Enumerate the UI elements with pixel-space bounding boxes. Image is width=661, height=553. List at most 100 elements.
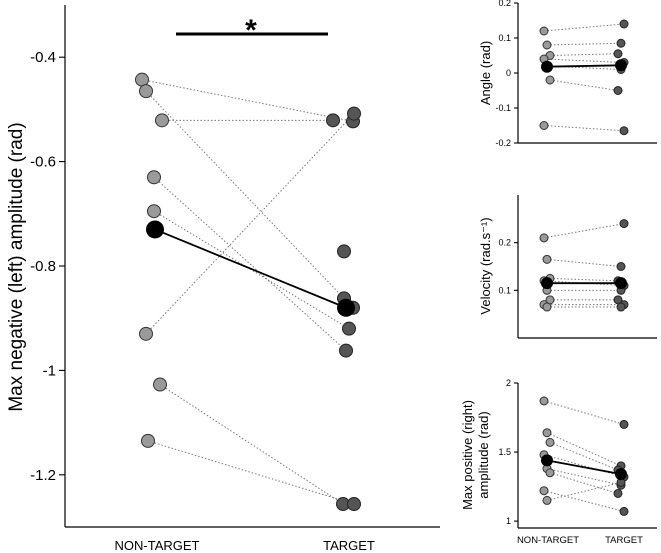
pair-connector: [543, 125, 625, 132]
pair-connector: [546, 468, 622, 486]
pair-connector: [546, 481, 622, 501]
angle-y-tick-label: 0: [506, 68, 511, 78]
significance-star: *: [245, 14, 257, 47]
mean-point-target: [337, 298, 355, 317]
non-target-point: [542, 495, 552, 505]
pair-connector: [543, 280, 625, 287]
target-point: [619, 19, 629, 29]
target-point: [326, 113, 340, 128]
velocity-y-tick-label: 0.2: [498, 238, 511, 248]
non-target-point: [539, 396, 549, 406]
target-point: [347, 497, 361, 512]
mean-line: [154, 228, 347, 309]
non-target-point: [542, 428, 552, 438]
main-y-axis-label: Max negative (left) amplitude (rad): [6, 122, 27, 411]
pair-connector: [549, 53, 619, 56]
mean-point-target: [615, 277, 627, 290]
pair-connector: [549, 441, 619, 471]
maxpos-y-tick-label: 2: [506, 378, 511, 388]
maxpos-y-tick-label: 1: [506, 516, 511, 526]
pair-connector: [147, 440, 355, 505]
non-target-point: [539, 26, 549, 36]
target-point: [613, 49, 623, 59]
non-target-point: [545, 468, 555, 478]
mean-point-non-target: [541, 454, 553, 467]
non-target-point: [542, 302, 552, 312]
pair-connector: [546, 432, 622, 467]
maxpos-y-axis-label-line2: amplitude (rad): [476, 411, 491, 498]
angle-y-tick-label: -0.2: [495, 138, 511, 148]
main-y-tick-label: -1: [43, 362, 56, 379]
target-point: [337, 244, 351, 259]
pair-connector: [153, 176, 347, 351]
main-x-label-target: TARGET: [323, 538, 375, 553]
target-point: [613, 86, 623, 95]
pair-connector: [543, 490, 625, 512]
pair-connector: [549, 79, 619, 91]
pair-connector: [546, 258, 622, 267]
target-point: [347, 106, 361, 121]
pair-connector: [543, 58, 625, 63]
pair-connector: [145, 113, 355, 335]
pair-connector: [549, 277, 619, 282]
non-target-point: [542, 254, 552, 264]
non-target-point: [153, 377, 167, 392]
target-point: [342, 321, 356, 336]
non-target-point: [539, 233, 549, 243]
maxpos-y-tick-label: 1.5: [498, 447, 511, 457]
pair-connector: [543, 454, 625, 478]
target-point: [339, 343, 353, 358]
non-target-point: [539, 121, 549, 130]
main-y-tick-label: -0.8: [30, 258, 56, 275]
non-target-point: [147, 204, 161, 219]
main-y-tick-label: -1.2: [30, 467, 56, 484]
pair-connector: [549, 472, 619, 494]
non-target-point: [139, 84, 153, 99]
target-point: [613, 488, 623, 498]
velocity-y-axis-label: Velocity (rad.s⁻¹): [478, 217, 493, 314]
target-point: [619, 126, 629, 136]
pair-connector: [543, 23, 625, 32]
angle-y-tick-label: 0.1: [498, 33, 511, 43]
mean-line: [546, 459, 622, 476]
non-target-point: [542, 40, 552, 50]
non-target-point: [141, 433, 155, 448]
angle-y-axis-label: Angle (rad): [478, 41, 493, 105]
non-target-point: [139, 326, 153, 341]
non-target-point: [545, 437, 555, 447]
non-target-point: [539, 486, 549, 496]
non-target-point: [155, 113, 169, 128]
pair-connector: [153, 210, 350, 330]
main-y-tick-label: -0.4: [30, 49, 56, 66]
non-target-point: [545, 75, 555, 85]
mean-point-non-target: [541, 277, 553, 290]
velocity-chart: 0.2 0.1 Velocity (rad.s⁻¹): [478, 195, 657, 339]
pair-connector: [159, 384, 344, 505]
mean-line: [546, 64, 622, 68]
main-chart: -0.4 -0.6 -0.8 -1 -1.2 Max negative (left) a…: [6, 5, 440, 553]
target-point: [616, 262, 626, 271]
target-point: [616, 302, 626, 312]
non-target-point: [147, 170, 161, 185]
main-y-tick-label: -0.6: [30, 154, 56, 171]
target-point: [619, 506, 629, 516]
maxpos-y-axis-label: Max positive (right): [460, 400, 475, 510]
small-x-label-non-target: NON-TARGET: [517, 535, 579, 546]
target-point: [616, 38, 626, 48]
velocity-y-tick-label: 0.1: [498, 285, 511, 295]
target-point: [619, 219, 629, 229]
pair-connector: [543, 400, 625, 425]
mean-point-non-target: [541, 60, 553, 73]
mean-point-target: [615, 59, 627, 72]
angle-y-tick-label: -0.1: [495, 103, 511, 113]
target-point: [619, 419, 629, 429]
max-positive-chart: 2 1.5 1 Max positive (right) amplitude (ra…: [460, 378, 657, 546]
angle-chart: 0.2 0.1 0 -0.1 -0.2 Angle (rad): [478, 0, 657, 148]
pair-connector: [141, 79, 354, 122]
small-x-label-target: TARGET: [605, 535, 643, 546]
pair-connector: [546, 42, 622, 46]
pair-connector: [145, 90, 354, 309]
mean-point-target: [615, 468, 627, 481]
mean-point-non-target: [146, 220, 164, 239]
